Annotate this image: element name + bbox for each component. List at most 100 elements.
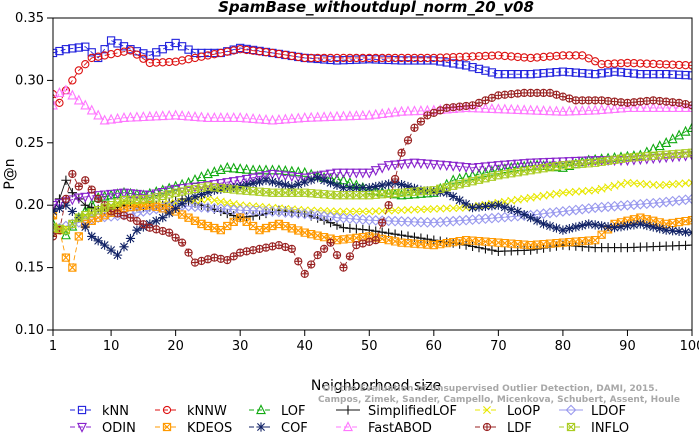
point-fastabod-70 — [493, 103, 504, 114]
point-ldof-27 — [215, 203, 227, 215]
point-ldf-43 — [319, 244, 329, 254]
point-odin-48 — [351, 168, 362, 179]
point-knn-96 — [662, 70, 671, 79]
point-cof-20 — [171, 203, 181, 213]
point-cof-24 — [196, 189, 207, 200]
point-odin-14 — [131, 189, 142, 200]
point-knn-78 — [545, 68, 555, 77]
point-ldf-1 — [53, 232, 58, 241]
point-knnw-20 — [171, 57, 180, 66]
point-cof-41 — [306, 175, 316, 185]
point-odin-91 — [628, 155, 639, 166]
point-simplifiedlof-75 — [526, 245, 536, 255]
point-fastabod-22 — [183, 110, 194, 121]
point-knnw-29 — [229, 46, 238, 55]
point-knnw-95 — [655, 60, 664, 69]
point-odin-86 — [596, 156, 607, 167]
point-knn-2 — [55, 46, 64, 56]
point-fastabod-79 — [551, 105, 562, 116]
point-fastabod-37 — [280, 113, 291, 124]
point-knn-9 — [100, 45, 109, 54]
point-knn-66 — [468, 63, 477, 72]
point-knn-5 — [74, 43, 83, 52]
point-cof-88 — [609, 223, 620, 233]
point-knnw-64 — [455, 52, 464, 62]
point-cof-58 — [416, 185, 426, 195]
point-knnw-21 — [177, 56, 187, 65]
point-ldf-6 — [81, 176, 90, 185]
point-cof-73 — [513, 206, 523, 217]
point-loop-77 — [539, 191, 548, 200]
point-ldf-26 — [210, 253, 219, 262]
point-cof-70 — [493, 200, 503, 210]
legend-marker — [162, 422, 172, 432]
legend-marker — [343, 421, 353, 432]
point-knn-69 — [487, 68, 497, 77]
point-fastabod-52 — [377, 108, 388, 118]
point-knn-3 — [61, 45, 71, 54]
point-knnw-58 — [416, 53, 426, 63]
point-odin-92 — [635, 155, 646, 166]
point-cof-50 — [364, 183, 374, 193]
point-knnw-8 — [94, 52, 103, 61]
point-lof-78 — [545, 160, 555, 171]
point-loop-46 — [339, 207, 348, 216]
legend-item-inflo: INFLO — [559, 421, 629, 434]
point-knn-85 — [591, 70, 600, 79]
legend-marker — [483, 406, 491, 414]
point-fastabod-24 — [196, 111, 207, 122]
point-knnw-90 — [623, 58, 632, 68]
point-fastabod-93 — [641, 102, 652, 113]
point-ldf-56 — [403, 136, 413, 145]
point-lof-27 — [215, 164, 226, 174]
point-ldf-52 — [378, 218, 387, 227]
point-loop-64 — [455, 203, 464, 212]
y-tick-label: 0.15 — [15, 261, 44, 276]
point-odin-35 — [267, 169, 278, 180]
x-tick-label: 20 — [167, 339, 184, 354]
x-tick-label: 1 — [49, 339, 57, 354]
y-tick-label: 0.20 — [15, 198, 44, 213]
point-knn-63 — [449, 59, 458, 68]
point-knnw-30 — [236, 45, 245, 54]
plot-frame — [52, 17, 693, 331]
point-ldf-4 — [68, 169, 77, 179]
point-loop-55 — [397, 206, 406, 215]
point-loop-26 — [210, 196, 219, 205]
point-odin-55 — [396, 159, 407, 170]
point-fastabod-25 — [202, 112, 213, 122]
point-ldof-45 — [331, 212, 343, 224]
point-fastabod-65 — [461, 102, 472, 113]
point-knnw-87 — [603, 59, 613, 69]
point-odin-39 — [293, 172, 304, 183]
point-knnw-14 — [132, 50, 142, 59]
point-knn-25 — [203, 48, 213, 58]
point-ldof-44 — [325, 211, 336, 223]
point-cof-21 — [177, 199, 187, 209]
point-lof-29 — [228, 162, 239, 173]
point-fastabod-69 — [486, 103, 497, 114]
point-knnw-77 — [539, 52, 548, 62]
point-loop-98 — [675, 179, 684, 188]
point-knn-7 — [87, 48, 96, 57]
point-loop-100 — [688, 178, 692, 187]
point-knn-75 — [526, 70, 535, 79]
point-cof-11 — [112, 250, 123, 260]
point-fastabod-74 — [519, 104, 530, 115]
point-lof-25 — [202, 168, 213, 179]
point-knn-91 — [629, 69, 639, 78]
point-cof-4 — [67, 206, 77, 217]
point-loop-82 — [571, 187, 580, 196]
point-cof-90 — [622, 221, 633, 231]
point-loop-44 — [326, 207, 335, 216]
point-knnw-33 — [255, 47, 264, 56]
point-lof-95 — [654, 140, 665, 151]
point-simplifiedlof-48 — [351, 224, 361, 234]
series-fastabod — [53, 84, 692, 125]
point-loop-83 — [578, 187, 587, 196]
point-knnw-96 — [662, 60, 671, 69]
legend-item-lof: LOF — [249, 404, 306, 419]
point-lof-73 — [512, 161, 523, 172]
legend-item-loop: LoOP — [475, 404, 540, 419]
point-knnw-74 — [520, 53, 529, 62]
